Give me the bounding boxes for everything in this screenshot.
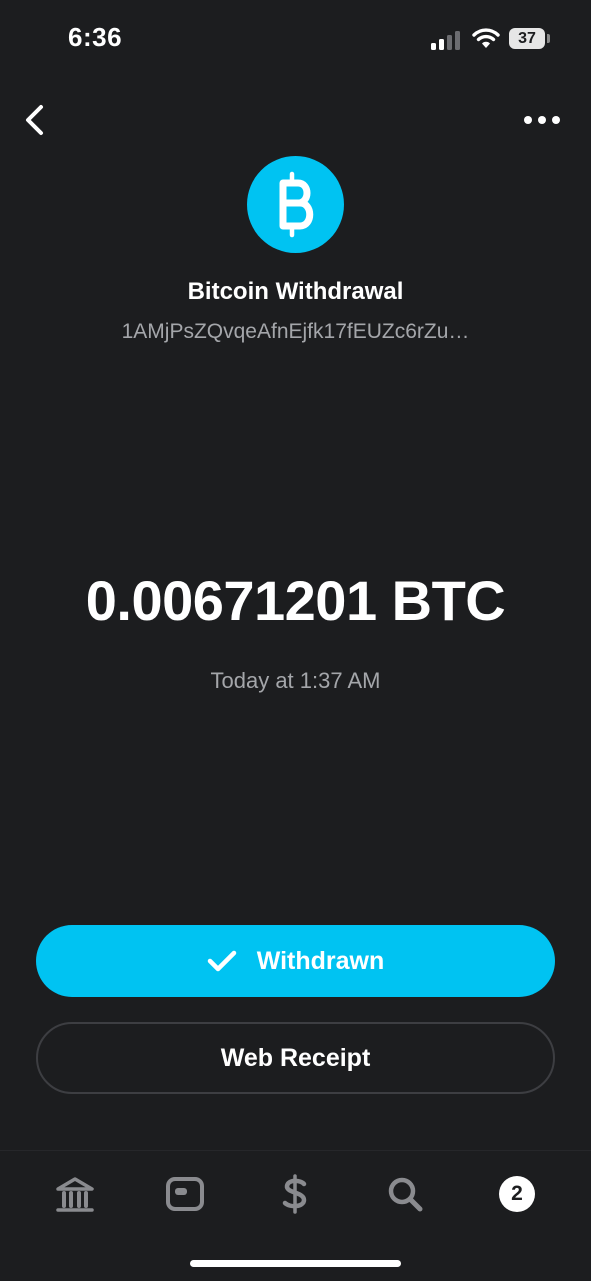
withdrawn-content: Withdrawn xyxy=(36,925,555,997)
web-receipt-button[interactable]: Web Receipt xyxy=(36,1022,555,1094)
signal-icon xyxy=(431,30,463,50)
more-dots-icon xyxy=(518,104,566,136)
withdrawn-label: Withdrawn xyxy=(257,947,385,976)
bitcoin-avatar xyxy=(247,156,344,253)
status-time: 6:36 xyxy=(68,22,122,53)
transaction-title: Bitcoin Withdrawal xyxy=(0,278,591,306)
more-options-button[interactable] xyxy=(518,104,566,136)
web-receipt-label: Web Receipt xyxy=(38,1024,553,1092)
back-chevron-icon xyxy=(16,100,56,140)
tab-banking[interactable] xyxy=(50,1169,100,1219)
card-icon xyxy=(160,1169,210,1219)
tab-bar: 2 xyxy=(0,1150,591,1281)
battery-icon: 37 xyxy=(509,28,545,49)
tab-money[interactable] xyxy=(270,1169,320,1219)
wifi-icon xyxy=(472,26,500,50)
transaction-amount: 0.00671201 BTC xyxy=(0,568,591,633)
tab-search[interactable] xyxy=(380,1169,430,1219)
battery-tip xyxy=(547,34,550,43)
checkmark-icon xyxy=(207,949,237,973)
transaction-timestamp: Today at 1:37 AM xyxy=(0,668,591,694)
home-indicator xyxy=(190,1260,401,1267)
activity-badge: 2 xyxy=(499,1176,535,1212)
status-bar: 6:36 37 xyxy=(0,0,591,80)
dollar-icon xyxy=(270,1169,320,1219)
tab-activity[interactable]: 2 xyxy=(492,1169,542,1219)
back-button[interactable] xyxy=(16,100,56,140)
tab-card[interactable] xyxy=(160,1169,210,1219)
bitcoin-icon xyxy=(247,156,344,253)
withdrawn-status-button[interactable]: Withdrawn xyxy=(36,925,555,997)
bank-icon xyxy=(50,1169,100,1219)
search-icon xyxy=(380,1169,430,1219)
wallet-address: 1AMjPsZQvqeAfnEjfk17fEUZc6rZu… xyxy=(60,320,531,344)
